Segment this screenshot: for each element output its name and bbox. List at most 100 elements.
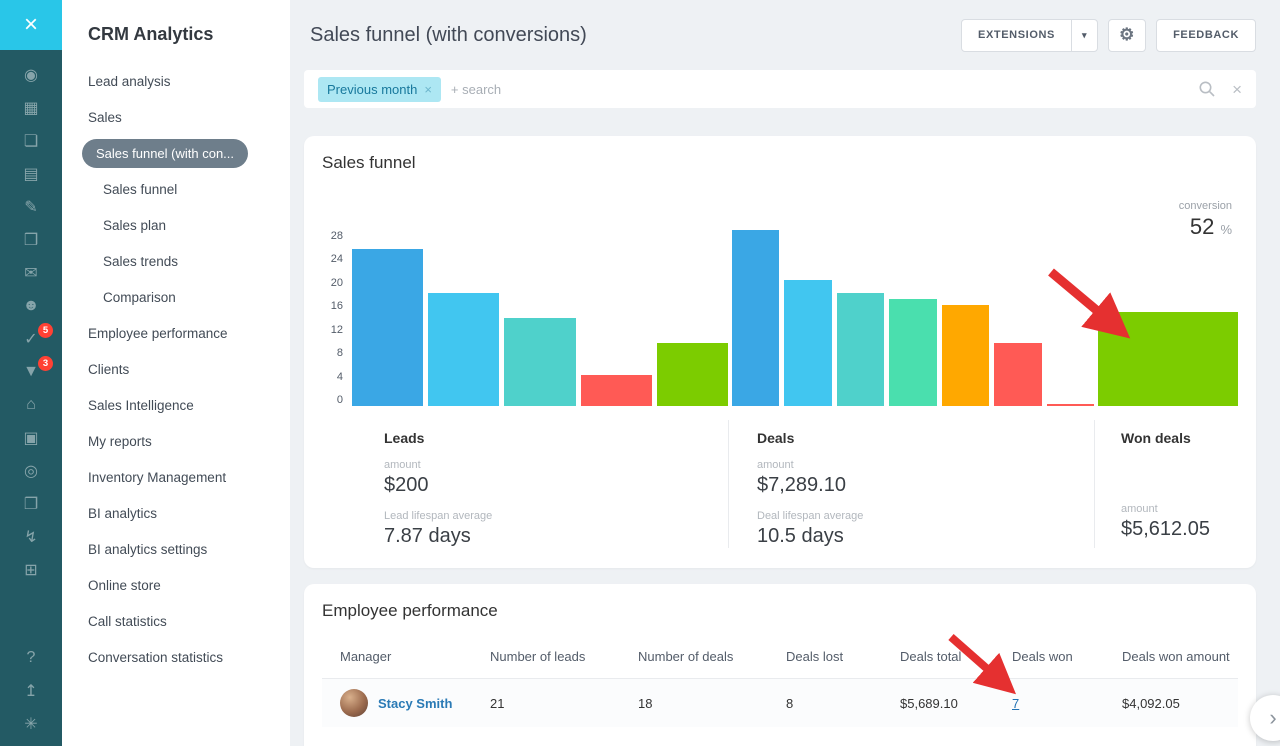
close-menu-button[interactable]: × bbox=[0, 0, 62, 50]
automation-icon[interactable]: ↯ bbox=[24, 528, 38, 546]
conversion-unit: % bbox=[1220, 222, 1232, 237]
sidebar-item-comparison[interactable]: Comparison bbox=[103, 289, 176, 305]
col-deals-total[interactable]: Deals total bbox=[900, 649, 962, 664]
sidebar-item-inventory-management[interactable]: Inventory Management bbox=[88, 469, 227, 485]
funnel-plot bbox=[352, 230, 1238, 406]
y-axis: 28 24 20 16 12 8 4 0 bbox=[330, 230, 343, 406]
extensions-button[interactable]: EXTENSIONS bbox=[961, 18, 1072, 52]
sidebar-item-sales-funnel-conversions[interactable]: Sales funnel (with con... bbox=[62, 135, 290, 171]
close-icon: × bbox=[23, 11, 38, 38]
expand-right-button[interactable]: › bbox=[1250, 695, 1280, 741]
app-rail: × ◉ ▦ ❏ ▤ ✎ ❒ ✉ ☻ ✓ 5 ▼ 3 ⌂ ▣ ◎ ❐ ↯ ⊞ ? ↥ ✳ bbox=[0, 0, 62, 746]
sidebar-item-bi-analytics[interactable]: BI analytics bbox=[88, 505, 158, 521]
gear-icon: ⚙ bbox=[1119, 25, 1135, 44]
stat-label: amount bbox=[1121, 503, 1158, 515]
stat-label: Lead lifespan average bbox=[384, 510, 493, 522]
funnel-group-deals bbox=[732, 230, 1094, 406]
cell-deals-won-link[interactable]: 7 bbox=[1012, 695, 1020, 711]
sidebar-item-sales-intelligence[interactable]: Sales Intelligence bbox=[88, 397, 194, 413]
chat-icon[interactable]: ❏ bbox=[23, 132, 39, 150]
sites-icon[interactable]: ❐ bbox=[23, 495, 39, 513]
stat-value: $7,289.10 bbox=[757, 474, 846, 496]
sidebar-item-lead-analysis[interactable]: Lead analysis bbox=[88, 73, 171, 89]
tasks-icon[interactable]: ✓ 5 bbox=[0, 322, 62, 355]
col-deals-lost[interactable]: Deals lost bbox=[786, 649, 844, 664]
logo-icon[interactable]: ✳ bbox=[24, 715, 38, 733]
settings-button[interactable]: ⚙ bbox=[1108, 18, 1147, 52]
sidebar-item-bi-analytics-settings[interactable]: BI analytics settings bbox=[88, 541, 208, 557]
stat-title: Leads bbox=[384, 430, 425, 446]
store-icon[interactable]: ▣ bbox=[23, 429, 39, 447]
sales-funnel-card: Sales funnel conversion 52 % 28 24 20 16… bbox=[304, 136, 1256, 568]
funnel-bar[interactable] bbox=[941, 305, 990, 406]
funnel-bar[interactable] bbox=[504, 318, 576, 406]
sidebar-item-call-statistics[interactable]: Call statistics bbox=[88, 613, 167, 629]
stat-value: 10.5 days bbox=[757, 525, 844, 547]
col-deals-won-amount[interactable]: Deals won amount bbox=[1122, 649, 1230, 664]
feed-icon[interactable]: ◉ bbox=[24, 66, 38, 84]
search-icon[interactable] bbox=[1198, 80, 1216, 98]
sidebar-item-online-store[interactable]: Online store bbox=[88, 577, 161, 593]
funnel-card-title: Sales funnel bbox=[322, 153, 416, 172]
marketing-icon[interactable]: ◎ bbox=[24, 462, 38, 480]
col-manager[interactable]: Manager bbox=[340, 649, 392, 664]
sidebar-item-sales-funnel[interactable]: Sales funnel bbox=[103, 181, 178, 197]
sidebar-item-my-reports[interactable]: My reports bbox=[88, 433, 152, 449]
crm-analytics-sidebar: CRM Analytics Lead analysis Sales Sales … bbox=[62, 0, 290, 746]
workspace-icon[interactable]: ▦ bbox=[23, 99, 39, 117]
sidebar-item-conversation-statistics[interactable]: Conversation statistics bbox=[88, 649, 224, 665]
filter-tag-previous-month[interactable]: Previous month × bbox=[318, 76, 441, 102]
sidebar-item-sales-plan[interactable]: Sales plan bbox=[103, 217, 167, 233]
filter-right-icons: × bbox=[1198, 80, 1242, 98]
sidebar-item-employee-performance[interactable]: Employee performance bbox=[88, 325, 228, 341]
drive-icon[interactable]: ❒ bbox=[23, 231, 39, 249]
funnel-bar[interactable] bbox=[732, 230, 780, 406]
stat-block-won-deals: Won deals amount $5,612.05 bbox=[1094, 420, 1238, 548]
docs-icon[interactable]: ✎ bbox=[24, 198, 38, 216]
updates-icon[interactable]: ↥ bbox=[24, 682, 38, 700]
funnel-bar[interactable] bbox=[428, 293, 500, 406]
funnel-bar[interactable] bbox=[580, 375, 652, 406]
contacts-icon[interactable]: ☻ bbox=[22, 296, 40, 314]
help-icon[interactable]: ? bbox=[26, 648, 36, 666]
stat-label: amount bbox=[757, 459, 794, 471]
funnel-bar[interactable] bbox=[994, 343, 1042, 406]
rail-icon-list: ◉ ▦ ❏ ▤ ✎ ❒ ✉ ☻ ✓ 5 ▼ 3 ⌂ ▣ ◎ ❐ ↯ ⊞ bbox=[0, 50, 62, 586]
cell-number-of-deals: 18 bbox=[638, 695, 653, 711]
table-header-row: Manager Number of leads Number of deals … bbox=[322, 633, 1238, 679]
funnel-bar[interactable] bbox=[1046, 404, 1094, 406]
table-card-title: Employee performance bbox=[322, 601, 498, 620]
funnel-bar[interactable] bbox=[656, 343, 729, 406]
extensions-dropdown-button[interactable]: ▾ bbox=[1070, 18, 1099, 52]
filter-search-bar[interactable]: Previous month × + search × bbox=[304, 70, 1256, 108]
calendar-icon[interactable]: ▤ bbox=[23, 165, 39, 183]
sidebar-item-clients[interactable]: Clients bbox=[88, 361, 130, 377]
main-content: Sales funnel (with conversions) EXTENSIO… bbox=[290, 0, 1280, 746]
cell-deals-lost: 8 bbox=[786, 695, 794, 711]
selected-item-pill: Sales funnel (with con... bbox=[82, 138, 249, 168]
col-deals-won[interactable]: Deals won bbox=[1012, 649, 1073, 664]
feedback-button[interactable]: FEEDBACK bbox=[1156, 18, 1256, 52]
funnel-bar[interactable] bbox=[889, 299, 937, 406]
apps-icon[interactable]: ⊞ bbox=[24, 561, 38, 579]
col-number-of-deals[interactable]: Number of deals bbox=[638, 649, 734, 664]
funnel-bar[interactable] bbox=[352, 249, 424, 406]
sidebar-item-sales[interactable]: Sales bbox=[88, 109, 122, 125]
header-actions: EXTENSIONS ▾ ⚙ FEEDBACK bbox=[961, 18, 1256, 52]
clear-filter-icon[interactable]: × bbox=[1232, 79, 1242, 99]
company-icon[interactable]: ⌂ bbox=[26, 395, 36, 413]
sidebar-item-sales-trends[interactable]: Sales trends bbox=[103, 253, 179, 269]
col-number-of-leads[interactable]: Number of leads bbox=[490, 649, 586, 664]
cell-deals-total: $5,689.10 bbox=[900, 695, 958, 711]
manager-name-link[interactable]: Stacy Smith bbox=[378, 695, 453, 711]
mail-icon[interactable]: ✉ bbox=[24, 264, 38, 282]
funnel-group-won-deals bbox=[1098, 230, 1238, 406]
funnel-bar[interactable] bbox=[836, 293, 885, 406]
remove-tag-icon[interactable]: × bbox=[424, 81, 432, 97]
funnel-bar[interactable] bbox=[1098, 312, 1238, 406]
crm-icon[interactable]: ▼ 3 bbox=[0, 355, 62, 388]
cell-number-of-leads: 21 bbox=[490, 695, 505, 711]
rail-bottom-icon-list: ? ↥ ✳ bbox=[0, 641, 62, 746]
funnel-bar[interactable] bbox=[784, 280, 832, 406]
extensions-split-button: EXTENSIONS ▾ bbox=[961, 18, 1099, 52]
